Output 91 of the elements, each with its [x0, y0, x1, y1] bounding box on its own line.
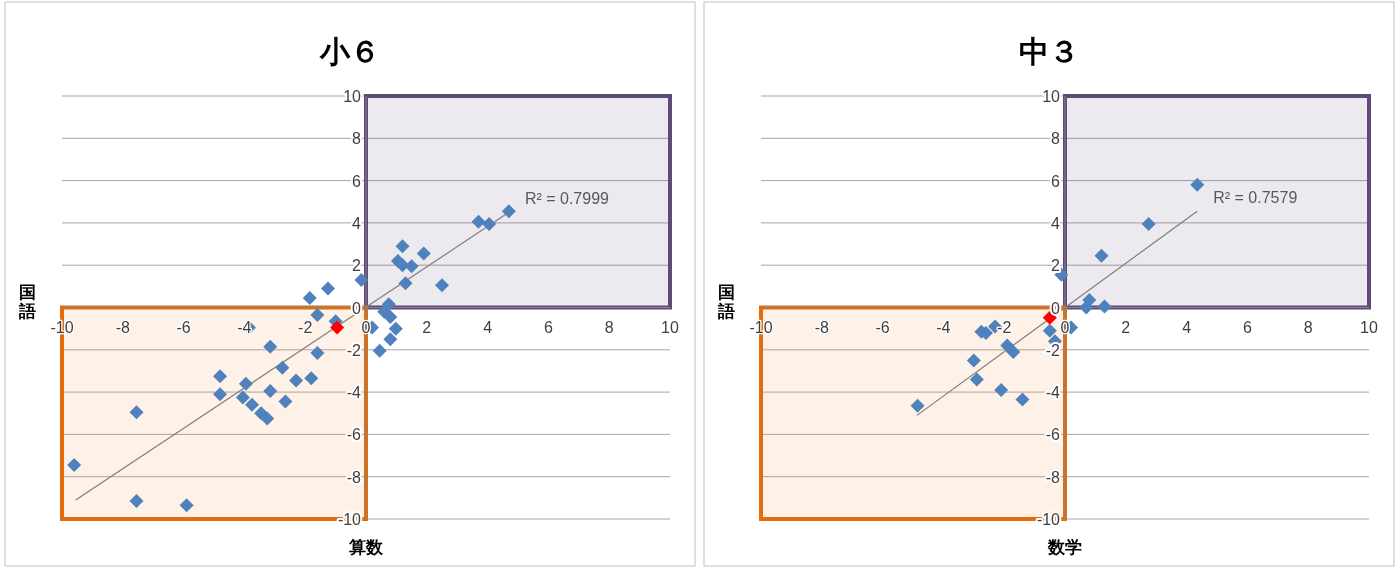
x-tick-label: 2 — [422, 318, 432, 336]
x-tick-label: -6 — [875, 318, 890, 336]
point — [471, 214, 486, 229]
x-tick-label: -8 — [115, 318, 131, 336]
y-tick-label: -2 — [1045, 341, 1061, 359]
y-tick-label: -4 — [1045, 384, 1061, 402]
x-axis-title: 算数 — [348, 538, 384, 557]
x-tick-label: -2 — [298, 318, 313, 336]
x-tick-label: 10 — [1360, 318, 1378, 336]
x-tick-label: -4 — [936, 318, 951, 336]
annotation: R² = 0.7579 — [1213, 189, 1298, 207]
x-tick-label: 8 — [604, 318, 614, 336]
y-tick-label: -8 — [1045, 468, 1061, 486]
point — [416, 246, 431, 261]
y-tick-label: -10 — [1036, 511, 1061, 528]
point — [1042, 323, 1057, 338]
point — [372, 343, 387, 358]
x-tick-label: 6 — [543, 318, 553, 336]
point — [304, 371, 319, 386]
y-tick-label: 8 — [1051, 130, 1061, 148]
point — [354, 273, 369, 288]
point — [330, 320, 345, 335]
point — [1097, 299, 1112, 314]
point — [388, 321, 403, 336]
y-tick-label: -6 — [346, 426, 362, 444]
y-tick-label: 10 — [343, 88, 362, 105]
point — [910, 398, 925, 413]
point — [213, 369, 228, 384]
point — [482, 216, 497, 231]
point — [404, 259, 419, 274]
point — [435, 278, 449, 293]
y-tick-label: 4 — [1051, 214, 1061, 232]
x-tick-label: 8 — [1303, 318, 1313, 336]
point — [275, 360, 290, 375]
y-tick-label: 6 — [352, 172, 362, 190]
point — [310, 345, 325, 360]
chart-title: 小６ — [319, 35, 380, 68]
point — [1190, 177, 1205, 192]
x-tick-label: 4 — [483, 318, 493, 336]
point — [321, 281, 335, 296]
point — [395, 239, 410, 254]
y-tick-label: 2 — [1051, 257, 1061, 275]
point — [235, 390, 250, 405]
point — [969, 372, 984, 387]
point — [966, 353, 981, 368]
x-tick-label: -6 — [176, 318, 191, 336]
y-axis-title: 国語 — [716, 282, 735, 321]
y-tick-label: 2 — [352, 257, 362, 275]
x-tick-label: 2 — [1121, 318, 1131, 336]
point — [179, 498, 194, 513]
point — [398, 276, 413, 291]
point — [1000, 338, 1015, 353]
x-tick-label: -8 — [814, 318, 830, 336]
point — [263, 384, 278, 399]
y-tick-label: -4 — [346, 384, 362, 402]
point — [994, 382, 1009, 397]
point — [1015, 392, 1030, 407]
point — [129, 494, 144, 509]
point — [238, 376, 253, 391]
y-tick-label: -8 — [346, 468, 362, 486]
y-tick-label: -10 — [337, 511, 362, 528]
x-tick-label: 10 — [661, 318, 679, 336]
x-tick-label: -2 — [997, 318, 1012, 336]
point — [310, 307, 325, 322]
point — [245, 397, 259, 412]
y-tick-label: 6 — [1051, 172, 1061, 190]
point — [278, 394, 293, 409]
y-tick-label: -2 — [346, 341, 362, 359]
chart-title: 中３ — [1019, 35, 1079, 68]
annotation: R² = 0.7999 — [524, 190, 610, 208]
y-tick-label: 4 — [352, 214, 362, 232]
point — [383, 332, 398, 347]
y-tick-label: -6 — [1045, 426, 1061, 444]
point — [213, 387, 228, 402]
point — [1141, 216, 1156, 231]
point — [129, 405, 144, 420]
point — [1094, 248, 1109, 263]
point — [383, 310, 398, 325]
point — [302, 290, 317, 305]
y-tick-label: 8 — [352, 130, 362, 148]
x-axis-title: 数学 — [1047, 538, 1082, 557]
y-axis-title: 国語 — [17, 282, 36, 321]
point — [260, 411, 275, 426]
point — [501, 204, 516, 219]
point — [67, 458, 82, 473]
point — [1006, 344, 1021, 359]
point — [289, 373, 304, 388]
y-tick-label: 10 — [1042, 88, 1061, 105]
x-tick-label: 6 — [1242, 318, 1252, 336]
x-tick-label: 4 — [1182, 318, 1192, 336]
point — [263, 339, 278, 354]
